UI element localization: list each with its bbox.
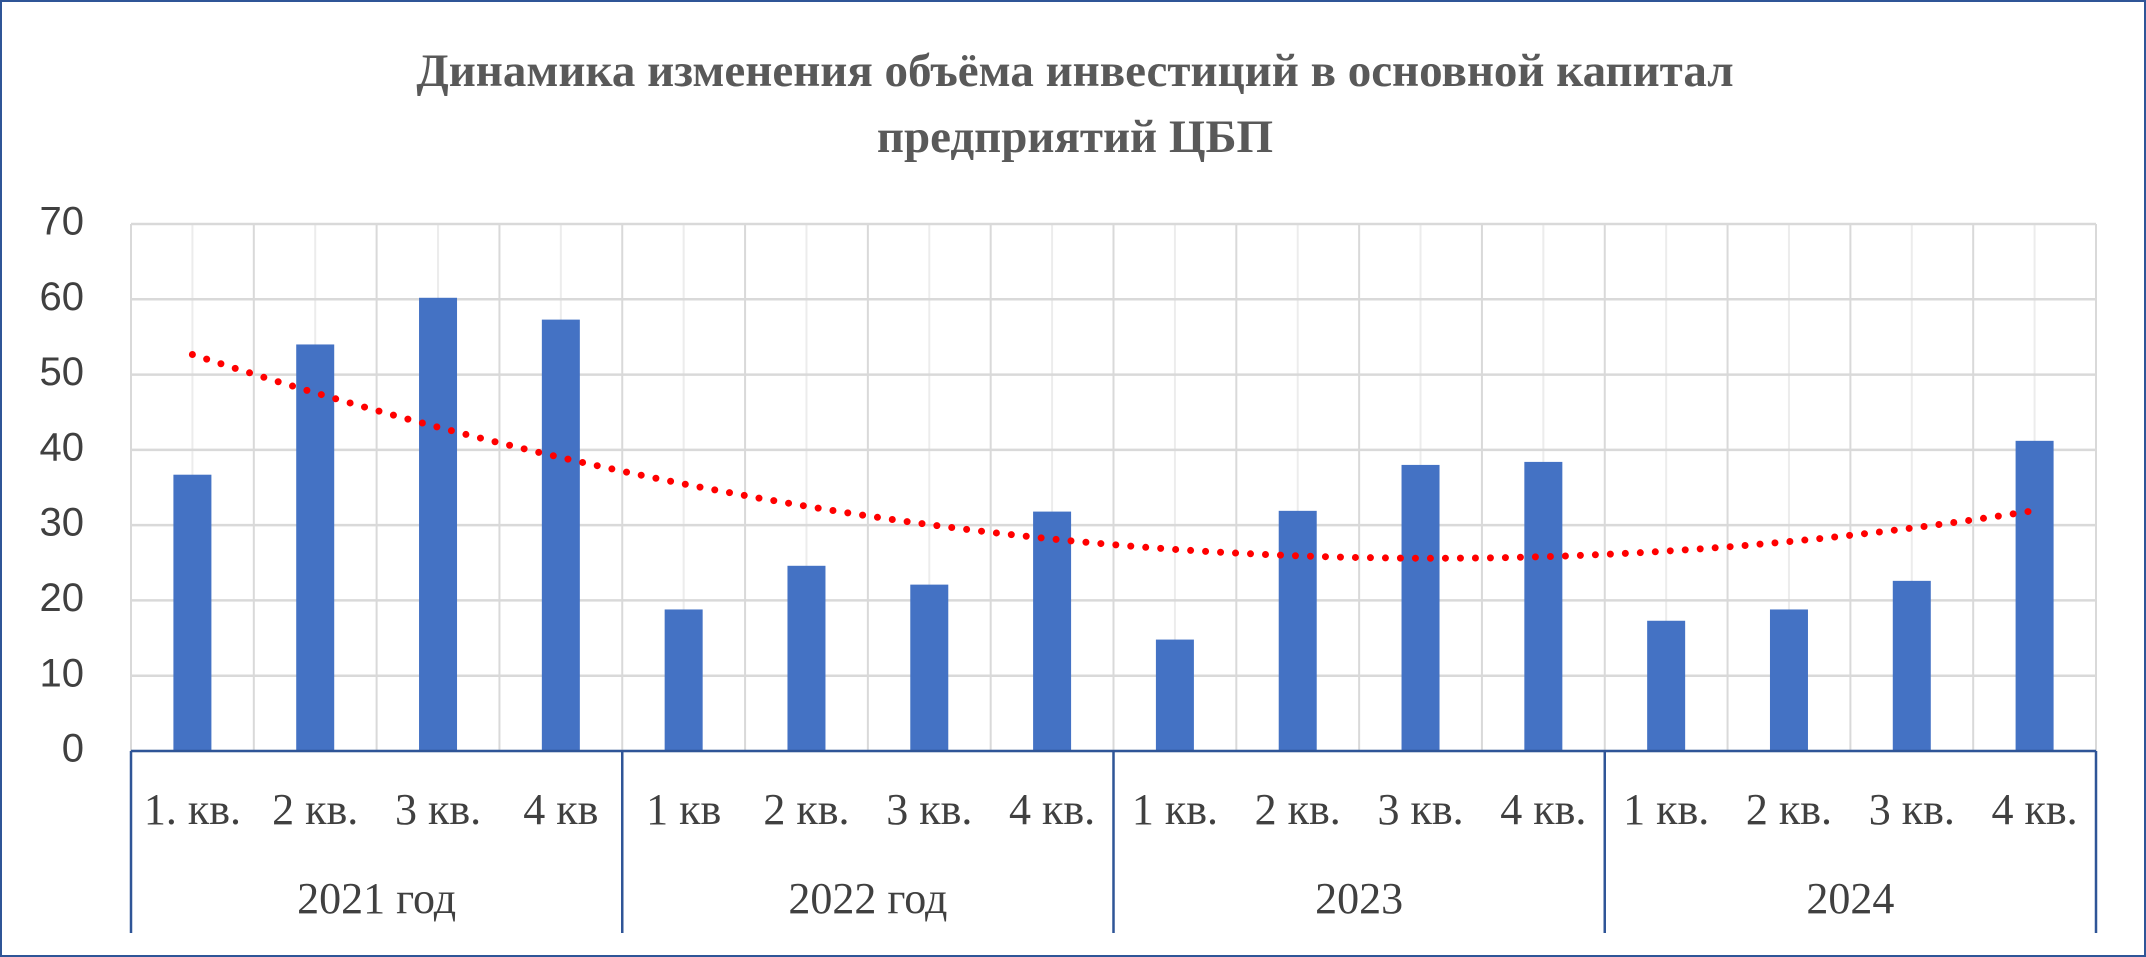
bar	[1278, 510, 1317, 751]
x-tick-label: 2 кв.	[1746, 785, 1832, 834]
y-tick-label: 30	[40, 501, 85, 545]
bar	[1155, 639, 1194, 751]
group-label: 2022 год	[788, 874, 947, 923]
y-tick-label: 50	[40, 350, 85, 394]
bar	[296, 344, 335, 751]
x-tick-label: 3 кв.	[886, 785, 972, 834]
bar	[1647, 620, 1686, 751]
y-tick-label: 0	[62, 727, 84, 771]
bar	[541, 319, 580, 751]
x-tick-label: 4 кв.	[1992, 785, 2078, 834]
bar	[419, 297, 458, 751]
bar	[1033, 511, 1072, 751]
x-tick-label: 2 кв.	[763, 785, 849, 834]
y-tick-label: 40	[40, 425, 85, 469]
bar	[2015, 440, 2054, 751]
y-tick-label: 20	[40, 576, 85, 620]
bar	[1401, 464, 1440, 751]
x-tick-label: 4 кв.	[1009, 785, 1095, 834]
y-tick-label: 70	[40, 200, 85, 244]
x-tick-label: 2 кв.	[1255, 785, 1341, 834]
trendline	[188, 351, 2039, 562]
group-label: 2023	[1315, 874, 1403, 923]
bar	[664, 609, 703, 751]
x-tick-label: 1 кв	[646, 785, 721, 834]
x-tick-label: 2 кв.	[272, 785, 358, 834]
x-tick-label: 3 кв.	[1869, 785, 1955, 834]
bar	[1769, 609, 1808, 751]
y-tick-label: 60	[40, 275, 85, 319]
x-tick-label: 1. кв.	[144, 785, 241, 834]
x-tick-label: 1 кв.	[1132, 785, 1218, 834]
bar	[787, 565, 826, 751]
x-tick-label: 1 кв.	[1623, 785, 1709, 834]
bar	[910, 584, 949, 751]
group-label: 2024	[1806, 874, 1894, 923]
group-label: 2021 год	[297, 874, 456, 923]
y-tick-label: 10	[40, 651, 85, 695]
bar	[1892, 580, 1931, 751]
bar	[1524, 461, 1563, 751]
x-tick-label: 4 кв.	[1500, 785, 1586, 834]
x-tick-label: 3 кв.	[1377, 785, 1463, 834]
chart-title: Динамика изменения объёма инвестиций в о…	[416, 45, 1734, 163]
x-tick-label: 3 кв.	[395, 785, 481, 834]
bar	[173, 474, 212, 751]
x-tick-label: 4 кв	[523, 785, 598, 834]
